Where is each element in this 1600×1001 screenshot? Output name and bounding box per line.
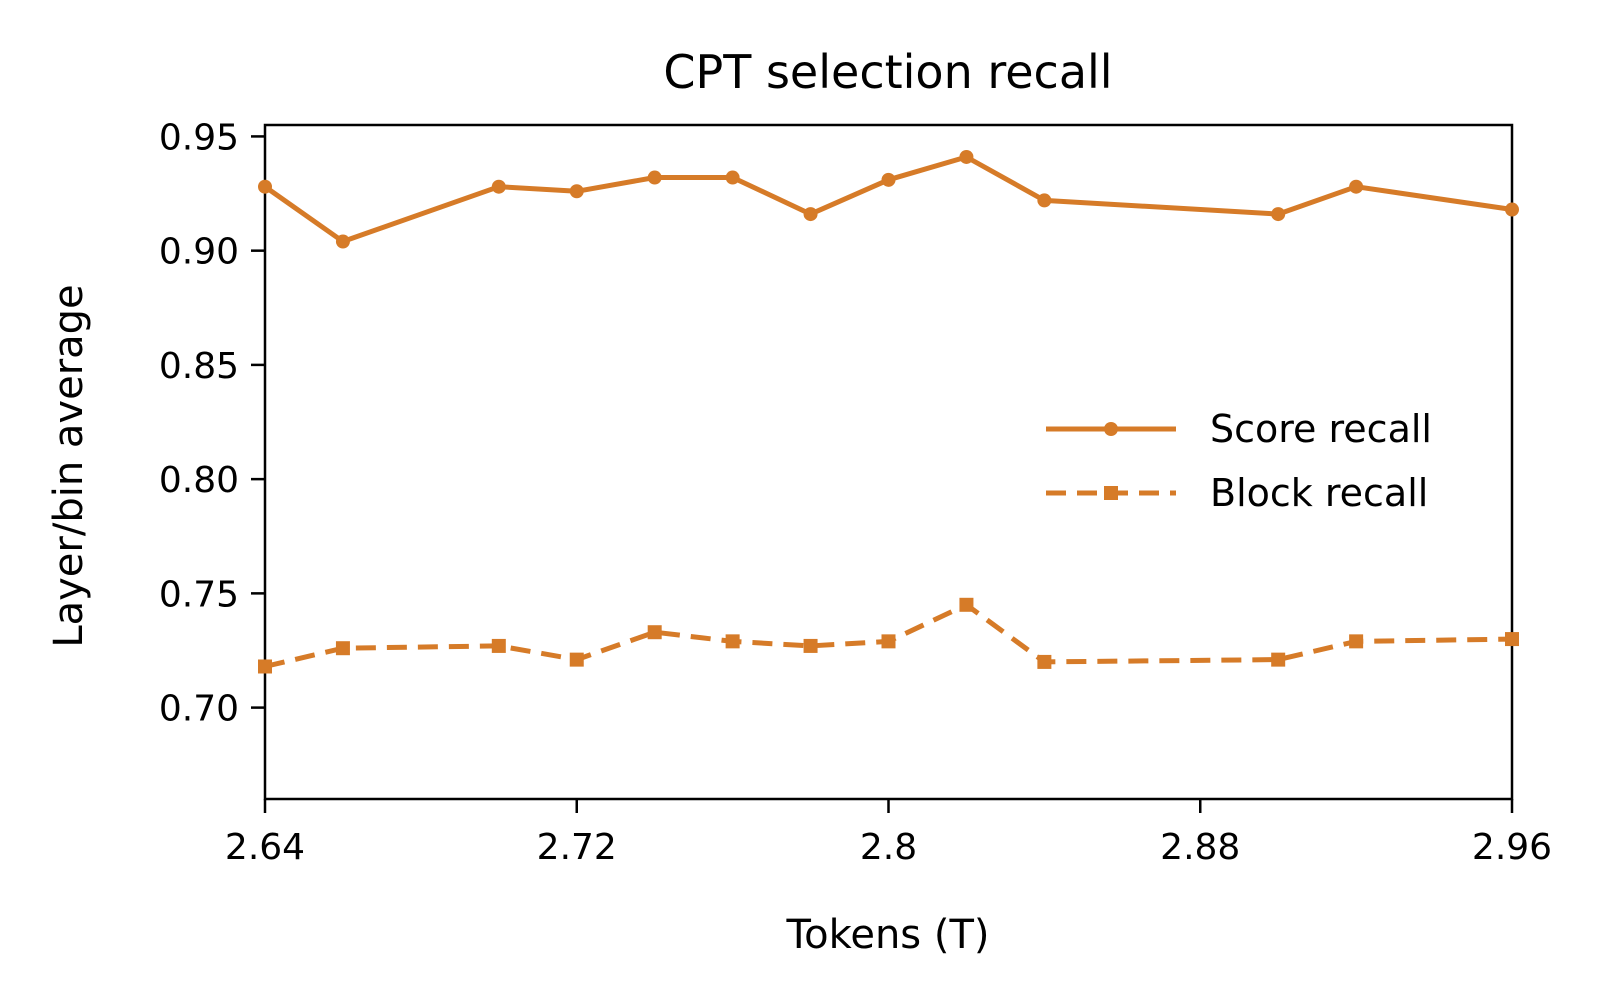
block-recall-point [569, 652, 584, 667]
y-tick-label: 0.95 [159, 117, 239, 158]
y-tick-label: 0.80 [159, 460, 239, 501]
score-recall-point [959, 149, 974, 164]
legend-marker [1104, 422, 1118, 436]
legend: Score recall Block recall [1046, 407, 1432, 515]
score-recall-point [725, 170, 740, 185]
block-recall-point [258, 659, 272, 674]
score-recall-point [1349, 179, 1364, 194]
block-recall-point [491, 638, 506, 653]
legend-label: Block recall [1210, 471, 1428, 515]
block-recall-point [959, 597, 974, 612]
plot-area-frame [263, 123, 1514, 801]
block-recall-point [725, 634, 740, 649]
block-recall-point [1349, 634, 1364, 649]
x-tick-label: 2.64 [225, 827, 305, 868]
series-layer [258, 149, 1519, 674]
x-tick-label: 2.96 [1472, 827, 1552, 868]
block-recall-point [803, 638, 818, 653]
series-block-recall [258, 597, 1519, 674]
legend-item-block-recall: Block recall [1046, 471, 1428, 515]
score-recall-point [1271, 207, 1286, 222]
x-tick-label: 2.88 [1160, 827, 1240, 868]
legend-label: Score recall [1210, 407, 1432, 451]
score-recall-point [491, 179, 506, 194]
x-axis-ticks: 2.64 2.72 2.8 2.88 2.96 [225, 799, 1552, 868]
block-recall-point [1271, 652, 1286, 667]
score-recall-point [1037, 193, 1052, 208]
score-recall-point [258, 179, 272, 194]
series-score-recall [258, 149, 1519, 249]
block-recall-point [1505, 632, 1519, 647]
x-tick-label: 2.8 [860, 827, 917, 868]
y-tick-label: 0.70 [159, 689, 239, 730]
chart-title: CPT selection recall [663, 45, 1112, 99]
score-recall-point [335, 234, 350, 249]
legend-item-score-recall: Score recall [1046, 407, 1432, 451]
score-recall-point [803, 207, 818, 222]
block-recall-point [881, 634, 896, 649]
score-recall-point [1505, 202, 1519, 217]
y-tick-label: 0.85 [159, 346, 239, 387]
block-recall-point [335, 641, 350, 656]
y-tick-label: 0.90 [159, 232, 239, 273]
y-axis-label: Layer/bin average [46, 284, 92, 647]
x-axis-label: Tokens (T) [785, 912, 989, 958]
y-tick-label: 0.75 [159, 574, 239, 615]
block-recall-point [1037, 654, 1052, 669]
score-recall-point [647, 170, 662, 185]
x-tick-label: 2.72 [537, 827, 617, 868]
block-recall-point [647, 625, 662, 640]
legend-marker [1104, 486, 1118, 500]
score-recall-line [263, 154, 1513, 244]
y-axis-ticks: 0.70 0.75 0.80 0.85 0.90 0.95 [159, 117, 265, 730]
score-recall-point [569, 184, 584, 199]
score-recall-point [881, 172, 896, 187]
